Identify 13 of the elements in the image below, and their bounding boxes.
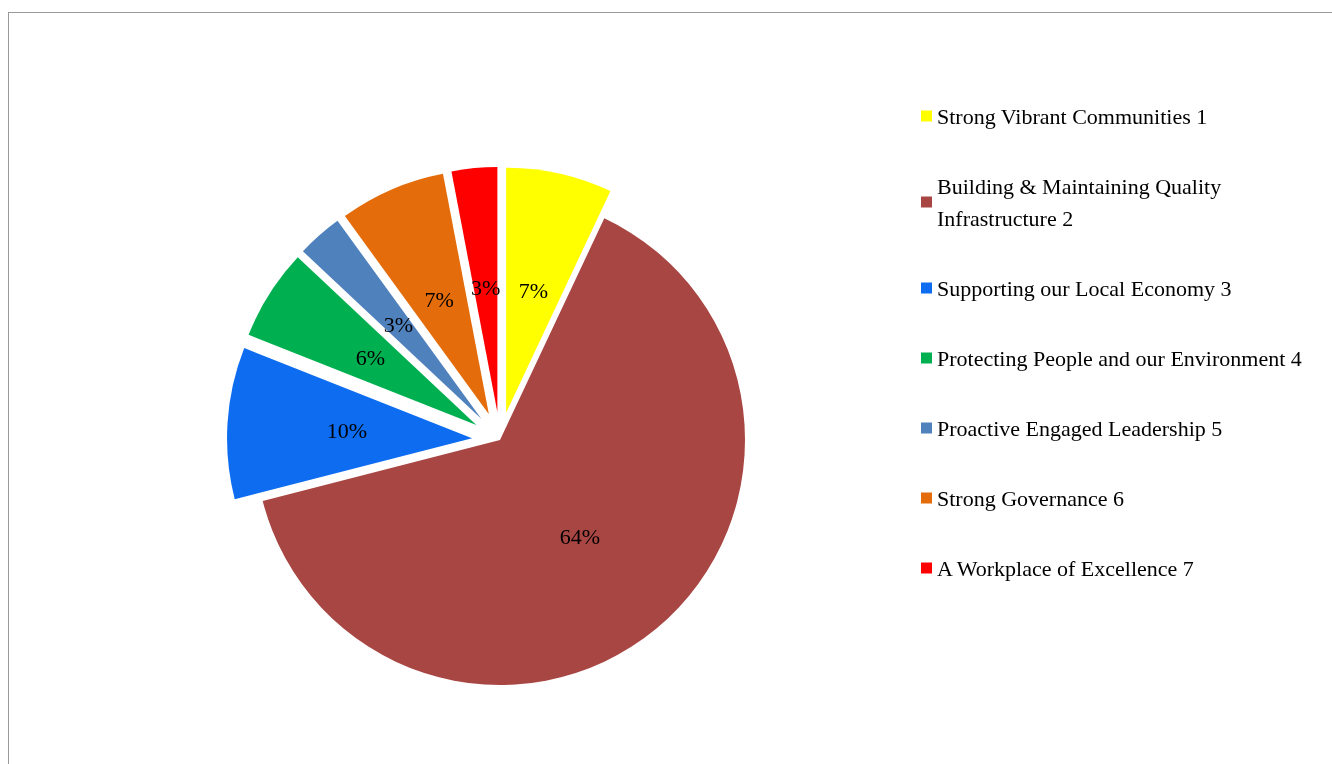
data-label: 3% — [383, 312, 414, 338]
legend-label: Strong Governance 6 — [937, 485, 1124, 511]
legend-label: Building & Maintaining Quality Infrastructure 2 — [937, 173, 1227, 231]
legend-label: A Workplace of Excellence 7 — [937, 555, 1194, 581]
data-label: 6% — [355, 345, 386, 371]
data-label: 10% — [326, 417, 367, 443]
data-label: 7% — [518, 277, 549, 303]
data-label: 7% — [424, 286, 454, 312]
legend-label: Strong Vibrant Communities 1 — [937, 103, 1208, 129]
data-label: 64% — [559, 524, 601, 550]
legend-label: Supporting our Local Economy 3 — [937, 275, 1232, 301]
legend-label: Protecting People and our Environment 4 — [937, 345, 1302, 371]
legend-label: Proactive Engaged Leadership 5 — [937, 415, 1223, 441]
